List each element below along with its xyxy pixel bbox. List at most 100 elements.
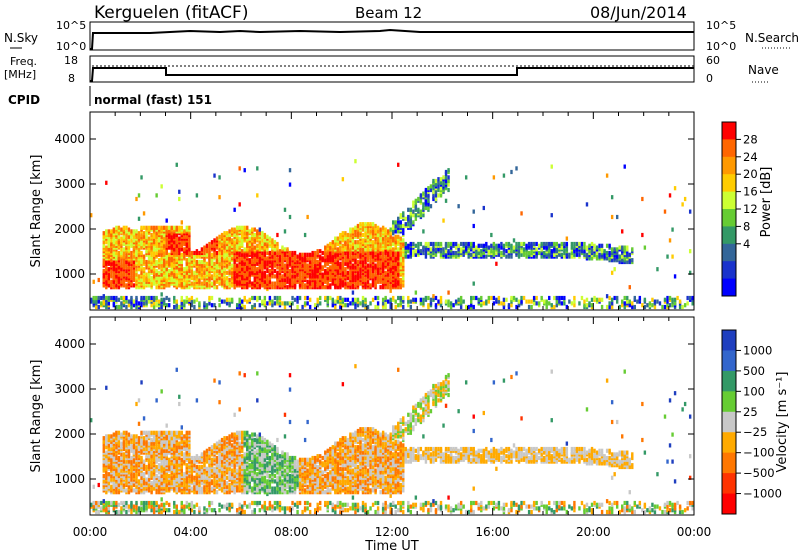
power-cell [555, 241, 558, 247]
power-cell [424, 295, 428, 301]
power-cell [490, 232, 493, 238]
power-cell [140, 232, 143, 238]
velocity-cell [90, 502, 93, 507]
velocity-cell [155, 430, 158, 435]
velocity-cell [130, 477, 133, 482]
velocity-cell [150, 461, 153, 466]
power-cell [225, 256, 229, 261]
power-cell [545, 299, 548, 304]
power-cell [137, 301, 141, 306]
power-cell [142, 285, 146, 290]
velocity-cell [142, 506, 146, 511]
power-cell [389, 297, 392, 302]
power-cell [447, 182, 450, 187]
power-cell [371, 222, 375, 227]
power-cell [575, 252, 579, 257]
power-cell [361, 263, 365, 268]
power-cell [374, 223, 377, 229]
velocity-cell [137, 436, 141, 441]
power-cell [185, 258, 189, 263]
power-cell [492, 295, 496, 301]
power-cell [178, 254, 181, 259]
power-cell [359, 267, 362, 272]
power-cell [117, 272, 121, 277]
power-cell [147, 259, 151, 265]
power-cell [590, 303, 594, 308]
velocity-cell [105, 475, 108, 480]
velocity-cell [140, 430, 143, 435]
velocity-cell [117, 455, 121, 461]
velocity-cell [112, 477, 116, 482]
power-cell [288, 168, 292, 173]
power-cell [157, 299, 161, 304]
power-cell [130, 234, 133, 239]
velocity-cell [152, 430, 156, 435]
power-cell [583, 303, 586, 308]
velocity-cell [173, 504, 176, 509]
power-cell [407, 207, 410, 212]
velocity-cell [165, 441, 168, 446]
power-cell [376, 274, 380, 279]
power-cell [409, 218, 413, 223]
power-cell [102, 258, 105, 263]
velocity-cell [147, 459, 151, 464]
power-cell [618, 304, 621, 310]
velocity-cell [162, 466, 166, 471]
power-cell [157, 270, 161, 275]
power-cell [419, 213, 423, 218]
power-cell [417, 196, 420, 202]
power-cell [120, 250, 123, 256]
power-cell [175, 250, 178, 256]
power-cell [457, 297, 460, 302]
power-cell [142, 281, 146, 286]
power-cell [512, 249, 516, 254]
power-cell [142, 267, 146, 272]
velocity-cell [157, 475, 161, 480]
power-cell [162, 252, 166, 257]
power-cell [565, 252, 569, 257]
power-cell [628, 299, 631, 304]
power-cell [296, 304, 299, 310]
power-cell [105, 180, 108, 185]
power-cell [117, 297, 121, 302]
power-cell [419, 241, 423, 247]
power-cell [225, 297, 229, 302]
power-cell [369, 229, 372, 234]
power-cell [225, 245, 229, 250]
velocity-cell [170, 441, 173, 446]
velocity-cell [110, 463, 113, 468]
power-cell [515, 304, 518, 310]
power-cell [291, 301, 294, 306]
power-cell [125, 283, 128, 288]
power-cell [439, 241, 443, 247]
power-cell [419, 249, 423, 254]
velocity-cell [130, 443, 133, 448]
power-cell [568, 299, 571, 304]
power-cell [351, 301, 355, 306]
power-cell [238, 252, 241, 257]
power-cell [366, 304, 370, 310]
power-cell [570, 245, 574, 250]
power-cell [389, 288, 392, 293]
power-cell [298, 272, 302, 277]
velocity-cell [117, 502, 121, 507]
power-cell [132, 268, 136, 274]
power-cell [180, 247, 183, 252]
power-cell [404, 216, 407, 221]
power-cell [152, 304, 156, 310]
power-cell [472, 247, 475, 252]
power-cell [155, 301, 158, 306]
power-cell [193, 258, 196, 263]
power-cell [376, 225, 380, 230]
power-cell [107, 229, 111, 234]
power-cell [241, 299, 244, 304]
power-cell [298, 252, 302, 257]
power-cell [399, 261, 402, 266]
power-cell [147, 254, 151, 259]
power-cell [517, 241, 521, 247]
power-cell [646, 303, 649, 308]
power-cell [575, 241, 579, 247]
power-cell [157, 265, 161, 270]
power-cell [414, 243, 418, 248]
velocity-cell [132, 473, 136, 479]
